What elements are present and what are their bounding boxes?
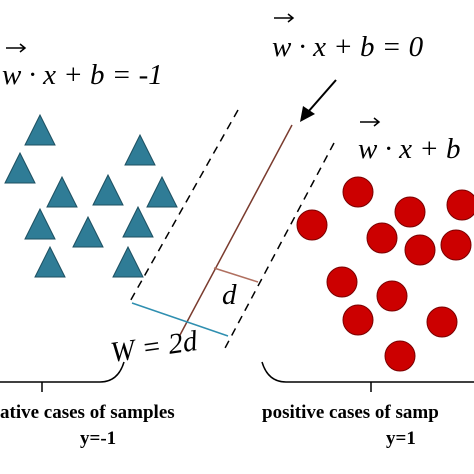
negative-caption: ative cases of samples	[0, 402, 175, 423]
half-margin-label: d	[222, 279, 237, 311]
positive-equation: w · x + b	[358, 133, 461, 165]
negative-equation: w · x + b = -1	[2, 59, 163, 91]
positive-caption: positive cases of samp	[262, 402, 439, 423]
circles	[296, 176, 474, 372]
margin-lines	[127, 109, 335, 351]
vector-arrows	[6, 13, 381, 127]
braces	[0, 361, 474, 392]
positive-y: y=1	[386, 428, 416, 449]
hyperplane-equation: w · x + b = 0	[272, 31, 424, 63]
pointer-arrow	[300, 79, 337, 122]
negative-y: y=-1	[80, 428, 116, 449]
full-margin-label: W = 2d	[109, 325, 200, 369]
triangles	[4, 113, 178, 278]
